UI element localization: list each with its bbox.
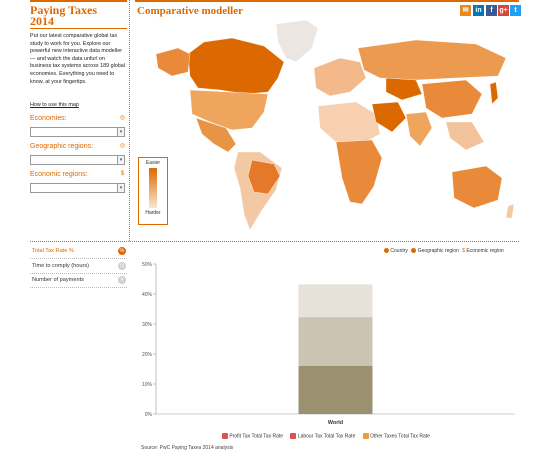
metric-time-to-comply[interactable]: Time to comply (hours) <box>32 263 89 269</box>
economies-select[interactable]: ▾ <box>30 127 125 137</box>
dollar-icon: $ <box>120 171 125 177</box>
globe-icon: ◎ <box>119 115 126 121</box>
sidebar-title: Paying Taxes 2014 <box>30 3 98 28</box>
map-region-europe <box>313 57 367 97</box>
chevron-down-icon: ▾ <box>117 128 124 136</box>
globe-icon: ◎ <box>119 143 126 149</box>
y-tick-label: 10% <box>142 382 153 388</box>
chevron-down-icon: ▾ <box>117 184 124 192</box>
map-region-middle-east <box>371 101 407 133</box>
bar-segment-2 <box>298 317 373 366</box>
sidebar-title-line1: Paying Taxes <box>30 3 98 17</box>
chevron-down-icon: ▾ <box>117 156 124 164</box>
facebook-icon[interactable]: f <box>486 5 497 16</box>
section-divider <box>30 241 519 242</box>
map-region-usa <box>189 89 269 131</box>
chart-legend-top: Country Geographic region $ Economic reg… <box>384 248 524 254</box>
source-note: Source: PwC Paying Taxes 2014 analysis <box>141 445 234 451</box>
map-region-new-zealand <box>505 203 515 219</box>
labour-tax-swatch-icon <box>290 433 297 439</box>
how-to-use-link[interactable]: How to use this map <box>30 102 79 108</box>
sidebar-divider <box>129 0 130 241</box>
legend-other-taxes: Other Taxes Total Tax Rate <box>370 433 430 440</box>
map-region-alaska <box>155 47 191 77</box>
map-region-mexico <box>195 117 237 153</box>
economic-regions-select[interactable]: ▾ <box>30 183 125 193</box>
y-tick-label: 0% <box>145 412 153 418</box>
legend-economic-region-label: Economic region <box>466 248 504 254</box>
map-region-australia <box>451 165 503 209</box>
percent-icon[interactable]: % <box>118 247 126 255</box>
y-tick-label: 20% <box>142 352 153 358</box>
other-taxes-swatch-icon <box>362 433 369 439</box>
clock-icon[interactable]: ◷ <box>118 262 126 270</box>
metric-divider <box>30 258 127 259</box>
filter-label-geographic-regions: Geographic regions: <box>30 143 94 150</box>
sidebar-title-rule <box>30 28 127 29</box>
profit-tax-swatch-icon <box>222 433 228 439</box>
map-region-brazil <box>247 159 281 195</box>
y-tick-label: 50% <box>142 262 153 268</box>
bar-segment-3 <box>298 284 373 318</box>
globe-dot-icon <box>411 248 417 254</box>
payments-icon[interactable]: # <box>118 276 126 284</box>
google-plus-icon[interactable]: g+ <box>498 5 509 16</box>
metric-total-tax-rate[interactable]: Total Tax Rate % <box>32 248 74 254</box>
sidebar-top-rule <box>30 0 127 2</box>
x-category-label: World <box>328 420 343 426</box>
legend-labour-tax: Labour Tax Total Tax Rate <box>297 433 356 440</box>
bar-segment-1 <box>298 365 373 414</box>
share-bar: ✉ in f ⇪ g+ t <box>460 5 521 16</box>
metric-number-of-payments[interactable]: Number of payments <box>32 277 84 283</box>
filter-label-economic-regions: Economic regions: <box>30 171 88 178</box>
map-region-se-asia <box>445 121 485 151</box>
metric-divider <box>30 287 127 288</box>
map-region-canada <box>187 37 285 95</box>
legend-country-label: Country <box>390 248 408 254</box>
tax-rate-chart: 0% 10% 20% 30% 40% 50% World <box>142 262 515 426</box>
page-title: Comparative modeller <box>137 5 243 17</box>
twitter-icon[interactable]: t <box>510 5 521 16</box>
map-region-china <box>421 79 483 119</box>
linkedin-icon[interactable]: in <box>473 5 484 16</box>
map-region-africa-north <box>317 101 381 145</box>
geographic-regions-select[interactable]: ▾ <box>30 155 125 165</box>
map-legend-top-label: Easier <box>145 160 161 166</box>
legend-geographic-region-label: Geographic region <box>417 248 459 254</box>
chart-bottom-legend: Profit Tax Total Tax Rate Labour Tax Tot… <box>222 433 482 439</box>
map-legend-bottom-label: Harder <box>145 210 161 216</box>
map-region-central-asia <box>385 77 423 101</box>
email-icon[interactable]: ✉ <box>460 5 471 16</box>
country-dot-icon <box>384 248 389 254</box>
filter-label-economies: Economies: <box>30 115 67 122</box>
metric-divider <box>30 273 127 274</box>
map-region-india <box>405 111 433 147</box>
header-top-rule <box>135 0 519 2</box>
map-region-russia <box>357 39 507 81</box>
y-tick-label: 30% <box>142 322 153 328</box>
map-legend: Easier Harder <box>138 157 168 225</box>
map-region-africa-central <box>335 139 383 205</box>
sidebar-title-line2: 2014 <box>30 14 54 28</box>
y-tick-label: 40% <box>142 292 153 298</box>
map-region-japan <box>489 81 499 105</box>
legend-profit-tax: Profit Tax Total Tax Rate <box>229 433 284 440</box>
sidebar-intro: Put our latest comparative global tax st… <box>30 33 125 85</box>
world-map[interactable] <box>136 18 520 236</box>
dollar-icon: $ <box>462 248 465 254</box>
map-legend-gradient <box>149 168 157 208</box>
map-region-greenland <box>275 19 319 63</box>
